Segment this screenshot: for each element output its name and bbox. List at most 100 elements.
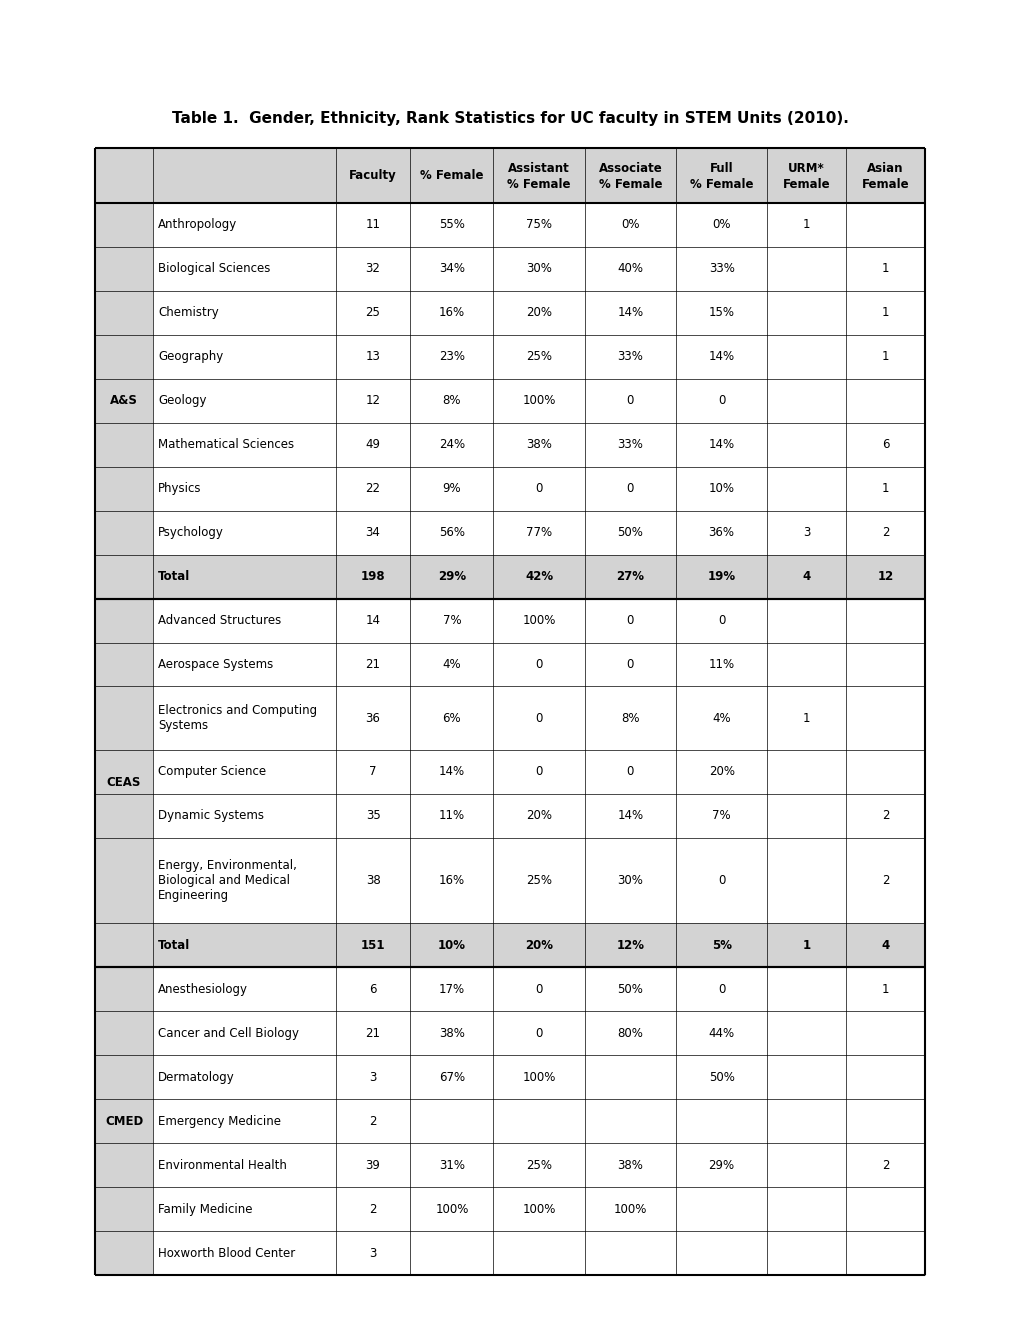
Text: 35: 35	[366, 809, 380, 822]
Text: 33%: 33%	[616, 350, 643, 363]
Bar	[95, 924, 924, 968]
Text: 34%: 34%	[438, 263, 465, 276]
Text: 0%: 0%	[711, 219, 731, 231]
Text: Family Medicine: Family Medicine	[158, 1203, 253, 1216]
Text: Aerospace Systems: Aerospace Systems	[158, 659, 273, 671]
Text: Advanced Structures: Advanced Structures	[158, 614, 281, 627]
Text: 80%: 80%	[616, 1027, 643, 1040]
Text: Biological Sciences: Biological Sciences	[158, 263, 270, 276]
Text: 198: 198	[361, 570, 385, 583]
Text: Anesthesiology: Anesthesiology	[158, 983, 248, 995]
Bar	[95, 686, 924, 750]
Text: 30%: 30%	[616, 874, 643, 887]
Bar	[95, 1011, 924, 1055]
Text: 14%: 14%	[708, 350, 734, 363]
Text: Full: Full	[709, 162, 733, 176]
Text: 13: 13	[365, 350, 380, 363]
Text: 1: 1	[802, 711, 810, 725]
Text: 14%: 14%	[708, 438, 734, 451]
Text: 44%: 44%	[708, 1027, 734, 1040]
Text: 20%: 20%	[526, 306, 551, 319]
Text: 29%: 29%	[437, 570, 466, 583]
Bar	[95, 750, 924, 793]
Text: 100%: 100%	[522, 1071, 555, 1084]
Text: 2: 2	[881, 1159, 889, 1172]
Text: Total: Total	[158, 939, 191, 952]
Text: 2: 2	[881, 527, 889, 539]
Text: Geography: Geography	[158, 350, 223, 363]
Text: 7%: 7%	[711, 809, 731, 822]
Text: 7%: 7%	[442, 614, 461, 627]
Bar	[95, 968, 924, 1011]
Text: 2: 2	[369, 1203, 376, 1216]
Text: Female: Female	[783, 178, 829, 191]
Text: 0: 0	[717, 395, 725, 408]
Text: 36: 36	[365, 711, 380, 725]
Text: % Female: % Female	[506, 178, 571, 191]
Text: 6: 6	[369, 983, 376, 995]
Text: 2: 2	[881, 874, 889, 887]
Text: URM*: URM*	[788, 162, 824, 176]
Text: Geology: Geology	[158, 395, 207, 408]
Text: 0%: 0%	[621, 219, 639, 231]
Text: 3: 3	[802, 527, 810, 539]
Text: Table 1.  Gender, Ethnicity, Rank Statistics for UC faculty in STEM Units (2010): Table 1. Gender, Ethnicity, Rank Statist…	[171, 111, 848, 125]
Text: 33%: 33%	[708, 263, 734, 276]
Text: 0: 0	[717, 874, 725, 887]
Text: 4: 4	[880, 939, 889, 952]
Text: Total: Total	[158, 570, 191, 583]
Bar	[95, 247, 924, 290]
Text: 0: 0	[626, 482, 634, 495]
Text: Energy, Environmental,
Biological and Medical
Engineering: Energy, Environmental, Biological and Me…	[158, 859, 297, 902]
Text: 49: 49	[365, 438, 380, 451]
Bar	[95, 422, 924, 467]
Text: Asian: Asian	[866, 162, 903, 176]
Text: Psychology: Psychology	[158, 527, 224, 539]
Text: 38%: 38%	[616, 1159, 643, 1172]
Text: Hoxworth Blood Center: Hoxworth Blood Center	[158, 1246, 296, 1259]
Text: 100%: 100%	[522, 1203, 555, 1216]
Bar	[95, 598, 924, 643]
Text: 75%: 75%	[526, 219, 551, 231]
Text: 38%: 38%	[438, 1027, 465, 1040]
Text: % Female: % Female	[689, 178, 753, 191]
Text: 4: 4	[802, 570, 810, 583]
Text: 0: 0	[535, 711, 542, 725]
Bar	[95, 335, 924, 379]
Text: 25%: 25%	[526, 1159, 551, 1172]
Text: Electronics and Computing
Systems: Electronics and Computing Systems	[158, 705, 317, 733]
Text: 14%: 14%	[616, 809, 643, 822]
Text: Cancer and Cell Biology: Cancer and Cell Biology	[158, 1027, 299, 1040]
Bar	[95, 838, 924, 924]
Bar	[95, 148, 924, 203]
Text: 0: 0	[626, 395, 634, 408]
Text: 0: 0	[535, 659, 542, 671]
Text: 14%: 14%	[616, 306, 643, 319]
Text: 32: 32	[365, 263, 380, 276]
Text: 0: 0	[535, 983, 542, 995]
Text: % Female: % Female	[598, 178, 661, 191]
Text: 8%: 8%	[442, 395, 461, 408]
Text: 15%: 15%	[708, 306, 734, 319]
Text: Assistant: Assistant	[507, 162, 570, 176]
Text: 12: 12	[365, 395, 380, 408]
Text: 100%: 100%	[522, 395, 555, 408]
Bar	[95, 1232, 924, 1275]
Text: Dermatology: Dermatology	[158, 1071, 234, 1084]
Text: 100%: 100%	[522, 614, 555, 627]
Text: 8%: 8%	[621, 711, 639, 725]
Text: Female: Female	[861, 178, 909, 191]
Text: 30%: 30%	[526, 263, 551, 276]
Text: 20%: 20%	[708, 766, 734, 779]
Text: A&S: A&S	[110, 395, 138, 408]
Text: 100%: 100%	[613, 1203, 646, 1216]
Text: 10%: 10%	[708, 482, 734, 495]
Text: 55%: 55%	[438, 219, 465, 231]
Text: 6%: 6%	[442, 711, 461, 725]
Text: 50%: 50%	[616, 527, 643, 539]
Bar	[95, 1100, 924, 1143]
Text: 67%: 67%	[438, 1071, 465, 1084]
Text: 3: 3	[369, 1071, 376, 1084]
Bar	[95, 968, 153, 1275]
Text: Physics: Physics	[158, 482, 202, 495]
